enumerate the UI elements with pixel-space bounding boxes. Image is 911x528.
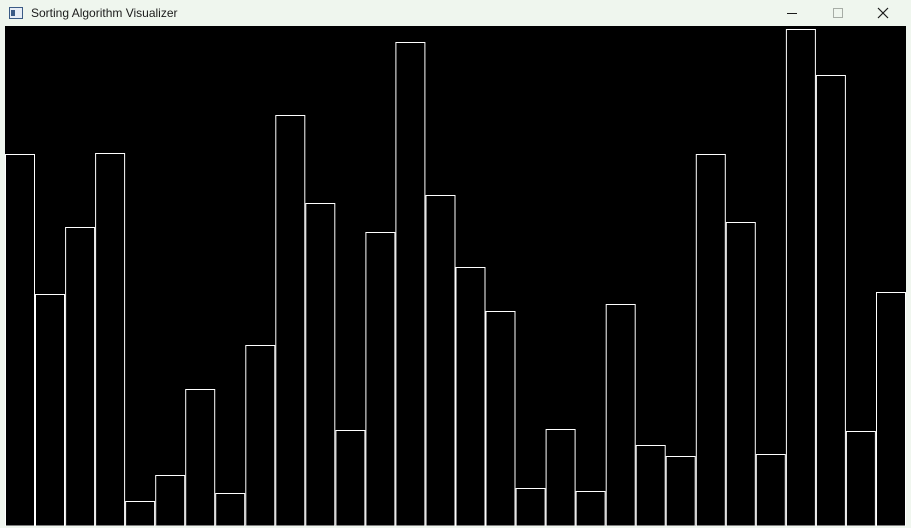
bar-6 [155,475,186,526]
bar-13 [365,232,396,526]
bar-9 [245,345,276,526]
bar-21 [605,304,636,526]
bar-23 [665,456,696,526]
bar-2 [35,294,65,526]
bar-27 [785,29,816,526]
bar-12 [335,430,366,526]
app-icon [9,7,23,19]
bar-20 [575,491,606,526]
bar-3 [65,227,96,526]
bar-22 [635,445,666,526]
window-title: Sorting Algorithm Visualizer [31,6,178,20]
bar-4 [95,153,126,526]
bar-26 [755,454,786,526]
bar-5 [125,501,156,526]
bar-7 [185,389,216,526]
bar-16 [455,267,486,526]
window-border-bottom [0,526,911,528]
bar-25 [725,222,756,526]
close-button[interactable] [860,0,906,26]
bar-11 [305,203,336,526]
bar-10 [275,115,306,526]
bar-15 [425,195,456,526]
bar-19 [545,429,576,526]
close-icon [877,7,889,19]
bar-14 [395,42,426,526]
window-border-left [0,26,5,528]
bar-8 [215,493,246,526]
maximize-icon [833,8,843,18]
minimize-button[interactable] [769,0,815,26]
bar-30 [876,292,906,526]
bar-17 [485,311,516,526]
maximize-button[interactable] [815,0,861,26]
bar-24 [695,154,726,526]
bar-29 [845,431,876,526]
bar-28 [815,75,846,526]
title-bar[interactable]: Sorting Algorithm Visualizer [0,0,911,26]
bars-chart [5,29,906,526]
window-border-right [906,26,911,528]
bar-18 [515,488,546,526]
visualizer-canvas [5,26,906,526]
bar-1 [5,154,35,526]
minimize-icon [787,13,797,14]
